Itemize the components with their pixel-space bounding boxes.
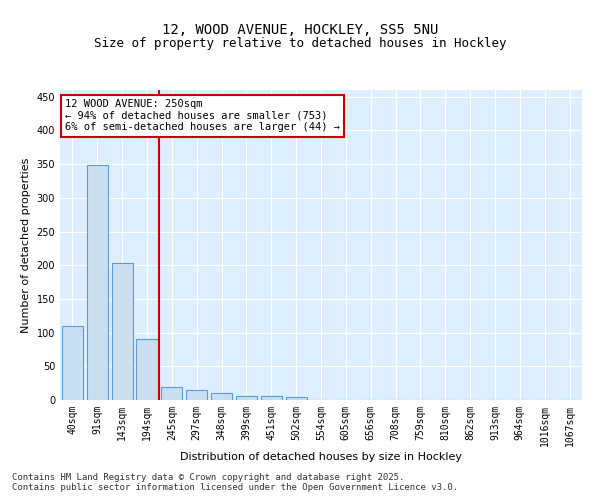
Bar [112,262,133,400]
Bar [261,396,282,400]
Bar [211,392,232,400]
Y-axis label: Number of detached properties: Number of detached properties [21,158,31,332]
Bar [62,326,83,400]
Bar [236,396,257,400]
Text: Size of property relative to detached houses in Hockley: Size of property relative to detached ho… [94,38,506,51]
Bar [136,340,158,400]
X-axis label: Distribution of detached houses by size in Hockley: Distribution of detached houses by size … [180,452,462,462]
Text: 12, WOOD AVENUE, HOCKLEY, SS5 5NU: 12, WOOD AVENUE, HOCKLEY, SS5 5NU [162,22,438,36]
Bar [186,390,207,400]
Text: 12 WOOD AVENUE: 250sqm
← 94% of detached houses are smaller (753)
6% of semi-det: 12 WOOD AVENUE: 250sqm ← 94% of detached… [65,100,340,132]
Bar [87,166,108,400]
Text: Contains HM Land Registry data © Crown copyright and database right 2025.
Contai: Contains HM Land Registry data © Crown c… [12,473,458,492]
Bar [286,398,307,400]
Bar [161,386,182,400]
